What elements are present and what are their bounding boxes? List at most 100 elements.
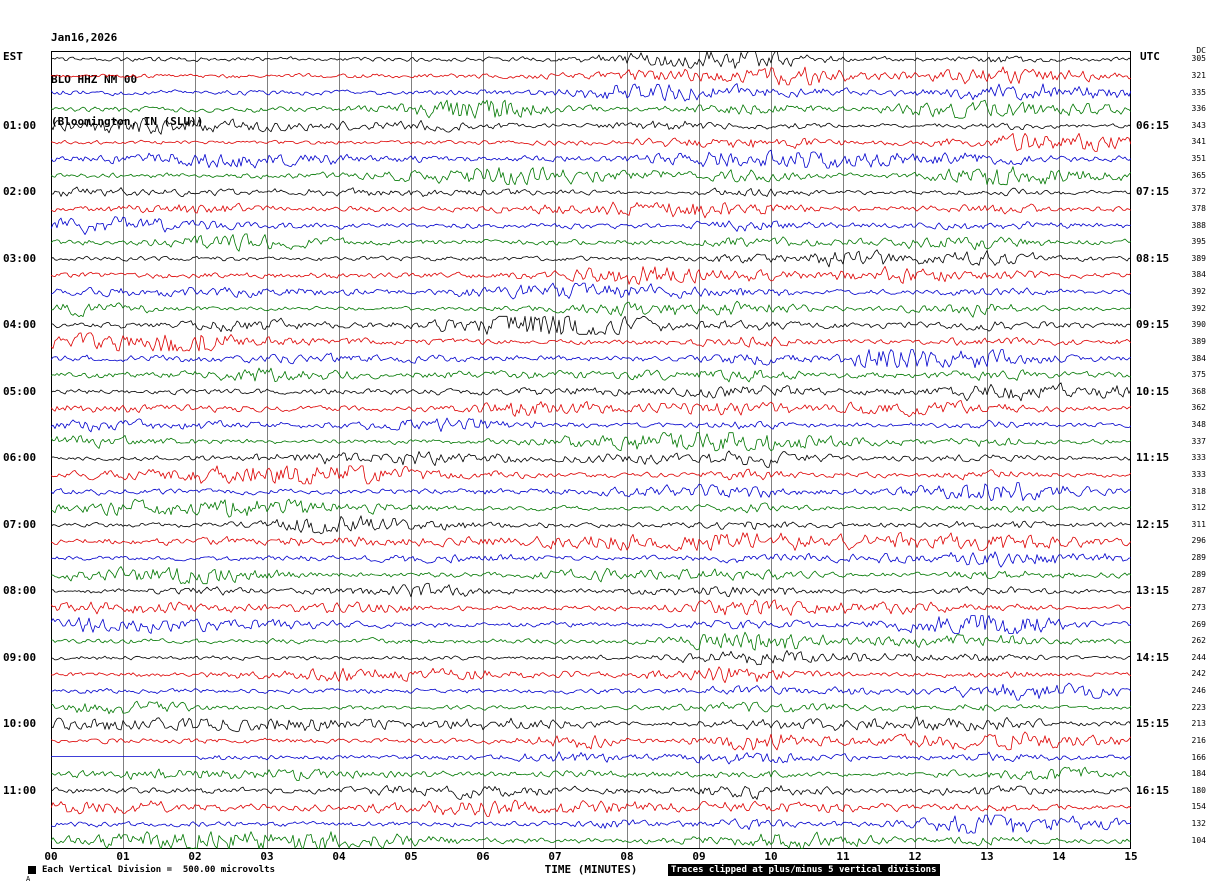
x-tick-label: 02 (188, 850, 202, 863)
clip-note: Traces clipped at plus/minus 5 vertical … (668, 864, 940, 876)
trace-row (51, 666, 1131, 684)
utc-hour-label: 08:15 (1136, 251, 1170, 265)
dc-value: 389 (1191, 336, 1206, 346)
dc-value: 132 (1191, 819, 1206, 829)
trace-row (51, 300, 1131, 318)
header-date: Jan16,2026 (51, 31, 118, 44)
dc-value: 104 (1191, 835, 1206, 845)
utc-hour-label: 16:15 (1136, 783, 1170, 797)
dc-value: 305 (1191, 54, 1206, 64)
x-tick-label: 06 (476, 850, 490, 863)
est-hour-label: 01:00 (3, 118, 37, 132)
dc-value: 242 (1191, 669, 1206, 679)
dc-value: 213 (1191, 719, 1206, 729)
est-hour-label: 11:00 (3, 783, 37, 797)
trace-row (51, 716, 1131, 733)
trace-row (51, 400, 1131, 418)
trace-row (51, 599, 1131, 616)
dc-value: 368 (1191, 386, 1206, 396)
trace-row (51, 233, 1131, 252)
dc-value: 336 (1191, 104, 1206, 114)
trace-row (51, 551, 1131, 568)
x-tick-label: 00 (44, 850, 58, 863)
x-tick-label: 08 (620, 850, 634, 863)
trace-row (51, 814, 1131, 834)
trace-row (51, 282, 1131, 300)
trace-row (51, 265, 1131, 285)
dc-value: 365 (1191, 170, 1206, 180)
dc-value: 372 (1191, 187, 1206, 197)
x-tick-label: 09 (692, 850, 706, 863)
trace-row (51, 99, 1131, 119)
est-axis-label: EST (3, 50, 23, 63)
dc-value: 311 (1191, 519, 1206, 529)
trace-row (51, 201, 1131, 219)
trace-row (51, 432, 1131, 452)
trace-row (51, 249, 1131, 268)
trace-row (51, 498, 1131, 518)
trace-row (51, 349, 1131, 369)
dc-value: 343 (1191, 120, 1206, 130)
utc-hour-label: 10:15 (1136, 384, 1170, 398)
dc-value: 312 (1191, 503, 1206, 513)
trace-row (51, 785, 1131, 800)
trace-row (51, 465, 1131, 485)
utc-hour-label: 11:15 (1136, 451, 1170, 465)
est-hour-label: 09:00 (3, 650, 37, 664)
trace-row (51, 766, 1131, 781)
utc-axis-label: UTC (1140, 50, 1160, 63)
trace-row (51, 682, 1131, 701)
dc-value: 378 (1191, 203, 1206, 213)
dc-value: 166 (1191, 752, 1206, 762)
dc-value: 384 (1191, 270, 1206, 280)
division-swatch (28, 866, 36, 874)
x-tick-label: 05 (404, 850, 418, 863)
dc-value: 335 (1191, 87, 1206, 97)
trace-row (51, 700, 1131, 715)
trace-row (51, 367, 1131, 383)
trace-row (51, 631, 1131, 651)
utc-hour-label: 12:15 (1136, 517, 1170, 531)
est-hour-label: 08:00 (3, 584, 37, 598)
utc-hour-label: 07:15 (1136, 185, 1170, 199)
x-tick-label: 01 (116, 850, 130, 863)
dc-value: 223 (1191, 702, 1206, 712)
dc-value: 375 (1191, 370, 1206, 380)
trace-row (51, 66, 1131, 86)
dc-value: 388 (1191, 220, 1206, 230)
x-tick-label: 14 (1052, 850, 1066, 863)
x-tick-label: 03 (260, 850, 274, 863)
dc-value: 318 (1191, 486, 1206, 496)
est-hour-label: 05:00 (3, 384, 37, 398)
trace-row (51, 118, 1131, 135)
dc-value: 351 (1191, 154, 1206, 164)
trace-row (51, 731, 1131, 751)
dc-value: 392 (1191, 287, 1206, 297)
est-hour-label: 06:00 (3, 451, 37, 465)
seismogram-plot (51, 51, 1131, 849)
x-tick-label: 15 (1124, 850, 1138, 863)
trace-row (51, 166, 1131, 186)
dc-value: 333 (1191, 453, 1206, 463)
x-tick-label: 12 (908, 850, 922, 863)
dc-value: 287 (1191, 586, 1206, 596)
dc-value: 154 (1191, 802, 1206, 812)
dc-value: 296 (1191, 536, 1206, 546)
x-tick-label: 11 (836, 850, 850, 863)
est-hour-label: 10:00 (3, 717, 37, 731)
division-note: Each Vertical Division = 500.00 microvol… (42, 865, 275, 875)
trace-row (51, 450, 1131, 468)
dc-value: 341 (1191, 137, 1206, 147)
dc-value: 337 (1191, 436, 1206, 446)
x-axis-title: TIME (MINUTES) (544, 863, 638, 876)
trace-row (51, 482, 1131, 502)
utc-hour-label: 13:15 (1136, 584, 1170, 598)
x-tick-label: 04 (332, 850, 346, 863)
dc-value: 389 (1191, 253, 1206, 263)
dc-value: 262 (1191, 636, 1206, 646)
dc-value: 289 (1191, 553, 1206, 563)
trace-row (51, 751, 1131, 765)
x-tick-label: 10 (764, 850, 778, 863)
dc-value: 269 (1191, 619, 1206, 629)
